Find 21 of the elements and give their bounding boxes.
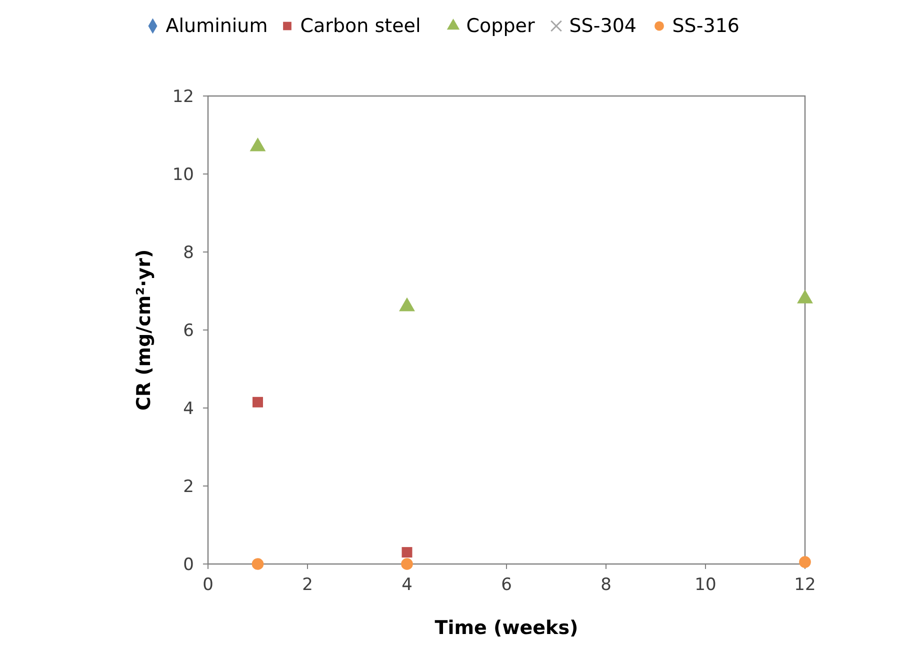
x-tick-label: 0: [202, 575, 214, 595]
legend-label: Carbon steel: [300, 15, 421, 37]
x-tick-label: 6: [501, 575, 512, 595]
y-tick-label: 8: [183, 243, 194, 263]
y-tick-label: 2: [183, 477, 194, 497]
x-tick-label: 4: [402, 575, 412, 595]
legend-label: SS-316: [672, 15, 740, 37]
y-tick-label: 10: [172, 165, 194, 185]
y-tick-label: 6: [183, 321, 194, 341]
legend-label: Copper: [466, 15, 535, 37]
y-tick-label: 0: [183, 555, 194, 575]
x-tick-label: 10: [694, 575, 716, 595]
legend-label: Aluminium: [166, 15, 268, 37]
x-tick-label: 8: [600, 575, 612, 595]
legend-label: SS-304: [569, 15, 636, 37]
y-tick-label: 4: [183, 399, 194, 419]
x-tick-label: 2: [302, 575, 313, 595]
x-tick-label: 12: [794, 575, 816, 595]
y-tick-label: 12: [172, 87, 194, 107]
y-axis-title: CR (mg/cm²·yr): [133, 249, 155, 411]
x-axis-title: Time (weeks): [434, 617, 578, 639]
